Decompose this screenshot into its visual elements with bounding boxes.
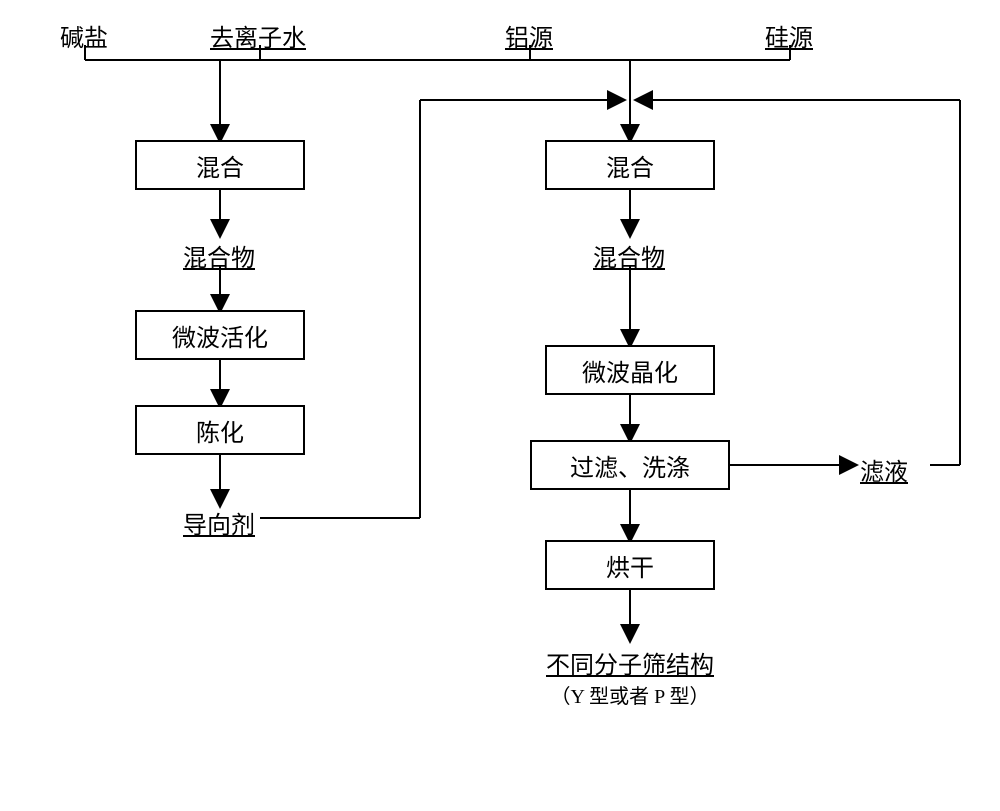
right-mixture-label: 混合物 bbox=[593, 246, 665, 272]
filtrate-label: 滤液 bbox=[860, 460, 908, 486]
left-microwave-activate-box: 微波活化 bbox=[135, 310, 305, 360]
input-alkali-label: 碱盐 bbox=[60, 26, 108, 52]
input-si-source-label: 硅源 bbox=[765, 26, 813, 52]
right-filter-wash-box: 过滤、洗涤 bbox=[530, 440, 730, 490]
right-mix-box: 混合 bbox=[545, 140, 715, 190]
left-mixture: 混合物 bbox=[183, 238, 255, 273]
right-dry-box: 烘干 bbox=[545, 540, 715, 590]
right-microwave-cryst-box: 微波晶化 bbox=[545, 345, 715, 395]
input-al-source: 铝源 bbox=[505, 18, 553, 53]
left-aging-box: 陈化 bbox=[135, 405, 305, 455]
right-filter-wash-label: 过滤、洗涤 bbox=[570, 448, 690, 483]
left-mix-label: 混合 bbox=[196, 148, 244, 183]
left-mix-box: 混合 bbox=[135, 140, 305, 190]
right-mix-label: 混合 bbox=[606, 148, 654, 183]
left-microwave-activate-label: 微波活化 bbox=[172, 318, 268, 353]
input-si-source: 硅源 bbox=[765, 18, 813, 53]
result-label: 不同分子筛结构 bbox=[546, 645, 714, 680]
result-sub-label: （Y 型或者 P 型） bbox=[540, 680, 720, 709]
input-al-source-label: 铝源 bbox=[505, 26, 553, 52]
input-water: 去离子水 bbox=[210, 18, 306, 53]
left-aging-label: 陈化 bbox=[196, 413, 244, 448]
right-dry-label: 烘干 bbox=[606, 548, 654, 583]
left-directing-agent-label: 导向剂 bbox=[183, 513, 255, 539]
left-mixture-label: 混合物 bbox=[183, 246, 255, 272]
right-mixture: 混合物 bbox=[593, 238, 665, 273]
input-water-label: 去离子水 bbox=[210, 26, 306, 52]
filtrate-label-node: 滤液 bbox=[860, 452, 908, 487]
right-microwave-cryst-label: 微波晶化 bbox=[582, 353, 678, 388]
result-node: 不同分子筛结构 （Y 型或者 P 型） bbox=[540, 645, 720, 709]
input-alkali: 碱盐 bbox=[60, 18, 108, 53]
left-directing-agent: 导向剂 bbox=[183, 505, 255, 540]
